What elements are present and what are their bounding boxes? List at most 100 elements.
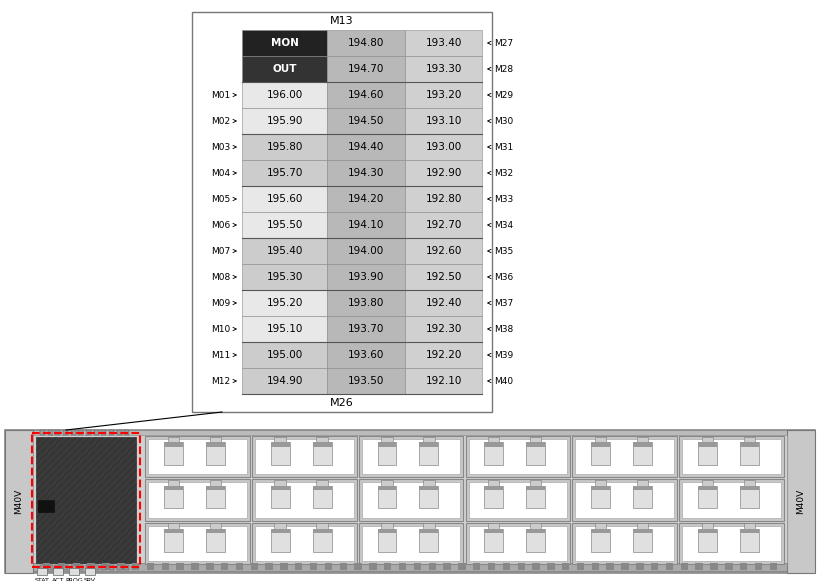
Bar bbox=[295, 563, 302, 570]
Bar bbox=[405, 108, 482, 134]
Bar bbox=[423, 436, 435, 443]
Text: M01: M01 bbox=[210, 91, 230, 99]
Bar bbox=[242, 108, 328, 134]
Bar bbox=[316, 480, 328, 487]
Text: 194.10: 194.10 bbox=[348, 220, 384, 230]
Bar bbox=[93, 430, 98, 435]
Bar bbox=[378, 529, 396, 533]
Bar bbox=[359, 436, 464, 478]
Bar bbox=[313, 529, 332, 551]
Bar bbox=[362, 482, 460, 518]
Bar bbox=[423, 480, 435, 487]
Bar bbox=[382, 523, 392, 530]
Bar bbox=[419, 442, 438, 465]
Bar bbox=[698, 529, 717, 551]
Bar bbox=[527, 442, 545, 447]
Text: 193.70: 193.70 bbox=[348, 324, 384, 334]
Text: M06: M06 bbox=[210, 221, 230, 229]
Bar bbox=[242, 30, 328, 56]
Bar bbox=[740, 442, 759, 447]
Text: 193.20: 193.20 bbox=[425, 90, 462, 100]
Bar bbox=[530, 436, 541, 443]
Bar bbox=[595, 436, 606, 443]
Bar bbox=[465, 479, 570, 521]
Bar bbox=[595, 480, 606, 487]
Bar bbox=[484, 486, 503, 508]
Bar bbox=[595, 523, 606, 530]
Text: M31: M31 bbox=[494, 142, 514, 152]
Bar bbox=[328, 212, 405, 238]
Bar bbox=[405, 342, 482, 368]
Bar bbox=[316, 523, 328, 530]
Bar bbox=[251, 563, 258, 570]
Text: M28: M28 bbox=[494, 64, 514, 74]
Bar bbox=[48, 430, 52, 435]
Bar bbox=[148, 439, 247, 474]
Bar bbox=[164, 486, 183, 508]
Bar bbox=[787, 430, 815, 573]
Bar bbox=[271, 442, 290, 447]
Bar bbox=[251, 436, 356, 478]
Bar bbox=[206, 486, 224, 508]
Bar bbox=[740, 442, 759, 465]
Bar bbox=[591, 442, 610, 465]
Bar bbox=[145, 523, 250, 564]
Bar bbox=[405, 160, 482, 186]
Bar bbox=[355, 563, 362, 570]
Bar bbox=[242, 238, 328, 264]
Bar bbox=[271, 486, 290, 490]
Text: STAT: STAT bbox=[34, 578, 49, 581]
Text: 194.50: 194.50 bbox=[348, 116, 384, 126]
Bar bbox=[484, 442, 503, 465]
Bar bbox=[316, 436, 328, 443]
Bar bbox=[88, 563, 95, 570]
Bar bbox=[527, 486, 545, 508]
Bar bbox=[124, 565, 129, 570]
Bar bbox=[164, 529, 183, 551]
Bar bbox=[271, 486, 290, 508]
Text: M36: M36 bbox=[494, 272, 514, 282]
Bar bbox=[56, 430, 61, 435]
Bar bbox=[37, 568, 47, 575]
Bar bbox=[206, 529, 224, 551]
Text: M33: M33 bbox=[494, 195, 514, 203]
Bar bbox=[465, 436, 570, 478]
Bar bbox=[378, 486, 396, 508]
Bar bbox=[405, 56, 482, 82]
Bar bbox=[206, 486, 224, 490]
Bar bbox=[633, 442, 652, 447]
Bar bbox=[527, 529, 545, 551]
Bar bbox=[591, 486, 610, 490]
Text: 192.70: 192.70 bbox=[425, 220, 462, 230]
Bar bbox=[32, 433, 140, 567]
Bar bbox=[591, 442, 610, 447]
Bar bbox=[744, 523, 755, 530]
Text: 193.40: 193.40 bbox=[425, 38, 462, 48]
Bar bbox=[210, 480, 221, 487]
Bar bbox=[636, 563, 644, 570]
Text: 194.90: 194.90 bbox=[266, 376, 303, 386]
Text: 192.10: 192.10 bbox=[425, 376, 462, 386]
Bar bbox=[69, 568, 79, 575]
Bar bbox=[38, 500, 54, 512]
Bar bbox=[40, 565, 45, 570]
Bar bbox=[419, 486, 438, 508]
Text: OUT: OUT bbox=[273, 64, 296, 74]
Bar bbox=[251, 523, 356, 564]
Bar bbox=[328, 238, 405, 264]
Text: M34: M34 bbox=[494, 221, 514, 229]
Bar bbox=[242, 290, 328, 316]
Bar bbox=[242, 160, 328, 186]
Bar bbox=[572, 436, 677, 478]
Text: MON: MON bbox=[270, 38, 299, 48]
Bar bbox=[740, 529, 759, 551]
Bar bbox=[265, 563, 273, 570]
Text: 194.30: 194.30 bbox=[348, 168, 384, 178]
Bar bbox=[702, 436, 713, 443]
Text: M35: M35 bbox=[494, 246, 514, 256]
Text: 195.30: 195.30 bbox=[266, 272, 303, 282]
Bar bbox=[572, 479, 677, 521]
Bar bbox=[622, 563, 629, 570]
Bar bbox=[405, 134, 482, 160]
Bar bbox=[70, 565, 75, 570]
